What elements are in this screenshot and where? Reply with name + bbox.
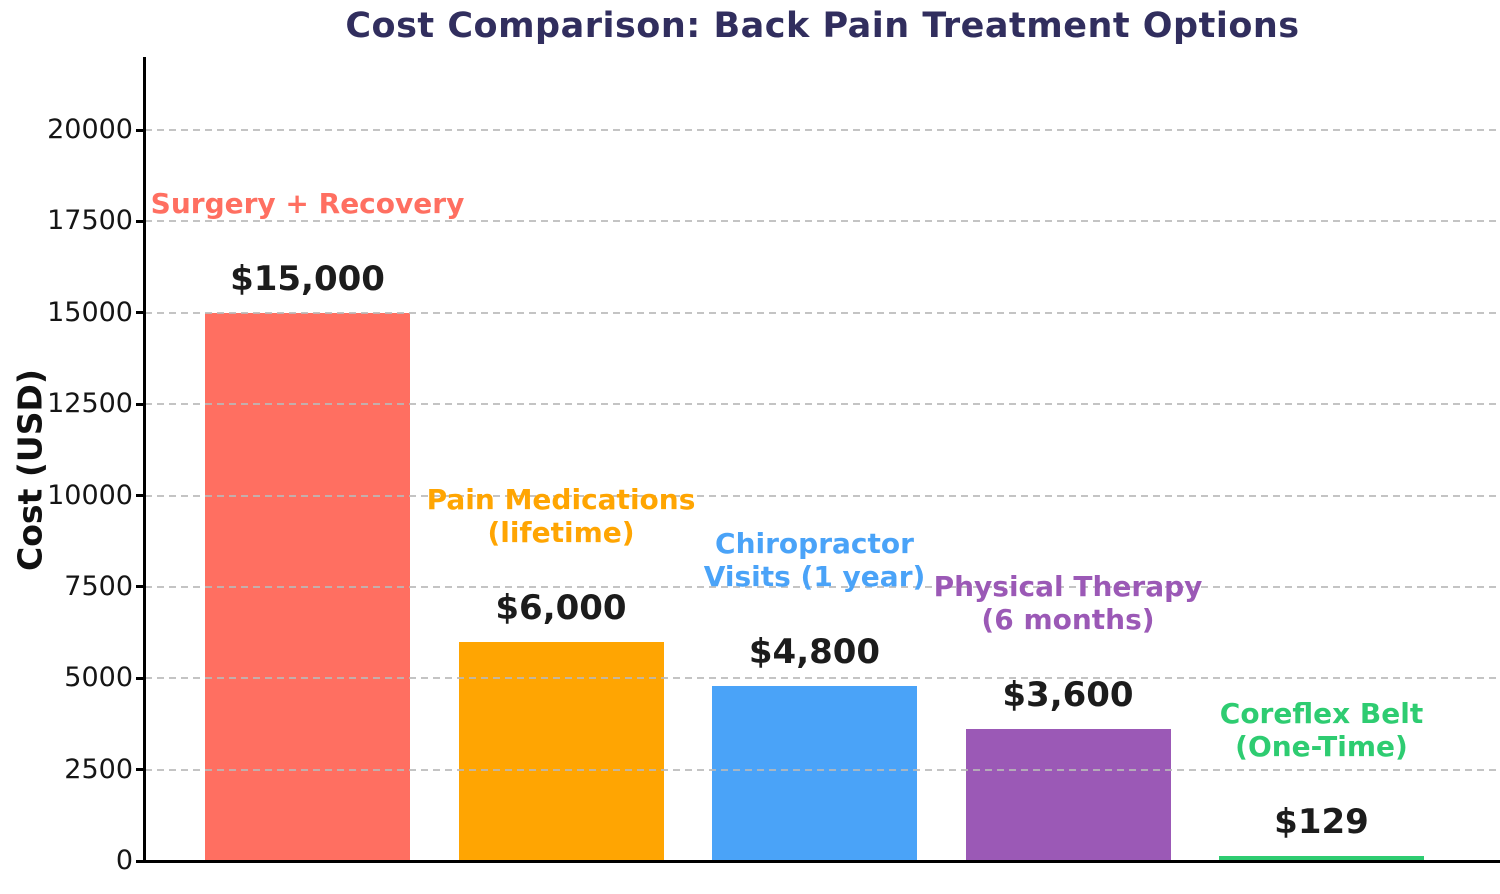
bar-chiropractor-visits — [712, 685, 917, 860]
y-tick-mark-0 — [136, 859, 145, 863]
y-tick-label-15000: 15000 — [47, 296, 133, 328]
y-axis-spine — [143, 57, 146, 863]
value-label-physical-therapy: $3,600 — [1002, 675, 1134, 716]
category-label-surgery-recovery: Surgery + Recovery — [150, 186, 465, 220]
gridline-2500 — [145, 768, 1500, 771]
category-label-coreflex-belt: Coreflex Belt (One-Time) — [1219, 697, 1424, 764]
y-tick-mark-20000 — [136, 128, 145, 132]
y-tick-mark-7500 — [136, 585, 145, 589]
y-tick-label-10000: 10000 — [47, 479, 133, 511]
bar-pain-medications — [458, 641, 664, 860]
y-tick-label-7500: 7500 — [64, 570, 133, 602]
gridline-12500 — [145, 403, 1500, 406]
gridline-5000 — [145, 677, 1500, 680]
chart-title: Cost Comparison: Back Pain Treatment Opt… — [345, 6, 1300, 46]
gridline-17500 — [145, 220, 1500, 223]
gridline-20000 — [145, 129, 1500, 131]
y-tick-label-12500: 12500 — [47, 388, 133, 420]
y-tick-mark-2500 — [136, 768, 145, 772]
gridline-10000 — [145, 494, 1500, 497]
y-tick-mark-17500 — [136, 219, 145, 223]
category-label-physical-therapy: Physical Therapy (6 months) — [933, 570, 1203, 637]
gridline-7500 — [145, 585, 1500, 588]
value-label-pain-medications: $6,000 — [495, 587, 627, 628]
y-tick-label-20000: 20000 — [47, 114, 133, 145]
value-label-chiropractor-visits: $4,800 — [748, 631, 881, 672]
bar-coreflex-belt — [1219, 856, 1424, 860]
y-tick-label-2500: 2500 — [64, 753, 133, 785]
y-tick-label-0: 0 — [115, 845, 133, 876]
gridline-15000 — [145, 311, 1500, 314]
value-label-coreflex-belt: $129 — [1274, 802, 1369, 843]
y-tick-mark-10000 — [136, 494, 145, 497]
category-label-chiropractor-visits: Chiropractor Visits (1 year) — [703, 526, 926, 593]
x-axis-spine — [143, 859, 1500, 863]
value-label-surgery-recovery: $15,000 — [230, 258, 385, 299]
y-tick-mark-15000 — [136, 311, 145, 315]
y-tick-mark-5000 — [136, 676, 145, 680]
category-label-pain-medications: Pain Medications (lifetime) — [426, 482, 696, 549]
y-tick-label-17500: 17500 — [47, 205, 133, 237]
bar-physical-therapy — [965, 729, 1171, 860]
y-tick-label-5000: 5000 — [64, 662, 133, 694]
y-tick-mark-12500 — [136, 402, 145, 406]
